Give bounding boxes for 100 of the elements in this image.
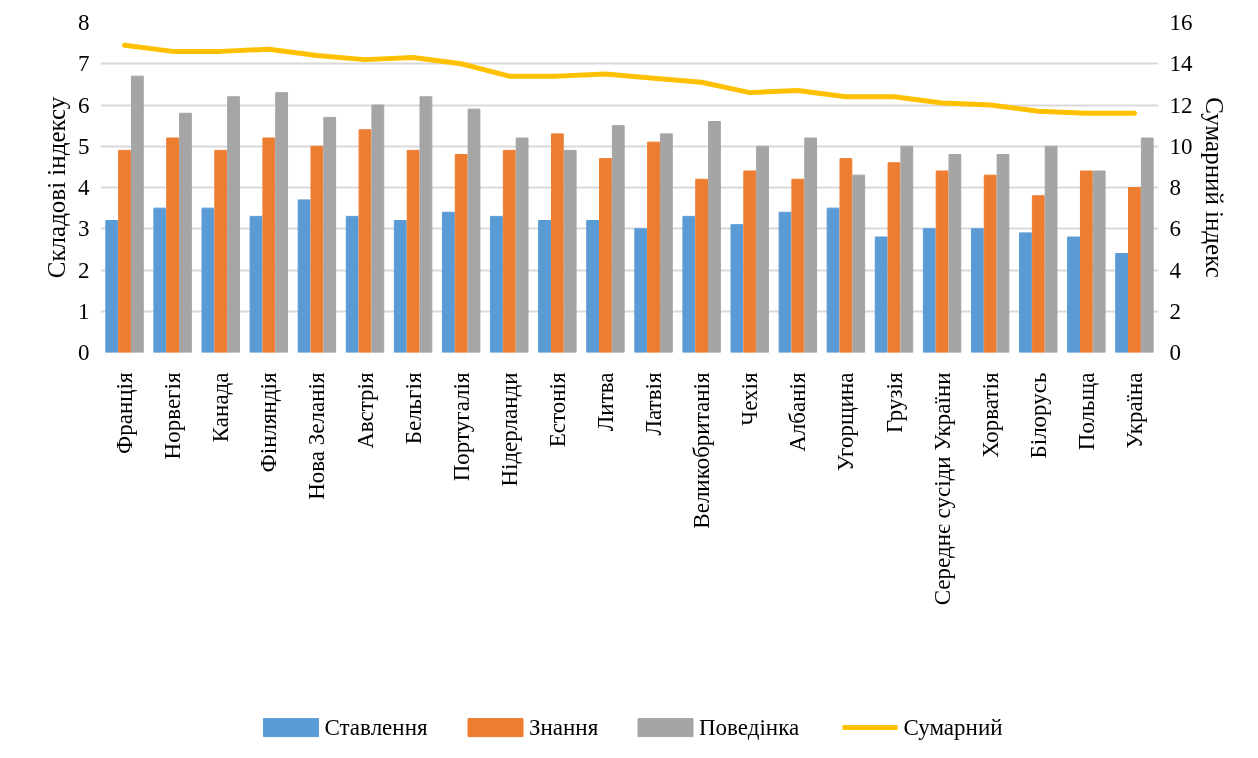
- x-tick-label: Португалія: [448, 372, 474, 482]
- bar: [756, 145, 769, 353]
- bar: [1044, 145, 1058, 353]
- bar: [201, 207, 215, 353]
- y-tick-label: 7: [78, 51, 90, 77]
- bar: [839, 158, 853, 353]
- bar: [358, 129, 372, 353]
- bar: [227, 96, 240, 353]
- bar: [804, 137, 818, 353]
- x-tick-label: Хорватія: [977, 372, 1003, 458]
- bar: [996, 154, 1010, 353]
- bar: [166, 137, 180, 353]
- y2-axis-title: Сумарний індекс: [1200, 97, 1228, 278]
- x-tick-label: Польща: [1073, 372, 1099, 451]
- bar: [695, 178, 709, 353]
- bar: [454, 154, 468, 353]
- bar: [130, 75, 144, 353]
- bar: [1092, 170, 1106, 353]
- y-tick-label: 8: [78, 10, 90, 35]
- bar: [419, 96, 433, 353]
- y-tick-label: 6: [78, 92, 90, 118]
- bar: [935, 170, 949, 353]
- x-tick-label: Латвія: [641, 372, 667, 436]
- legend-label: Ставлення: [324, 715, 428, 741]
- x-tick-label: Чехія: [737, 372, 763, 426]
- x-tick-label: Угорщина: [833, 372, 859, 472]
- y-axis-title: Складові індексу: [43, 96, 70, 279]
- bar: [105, 220, 119, 353]
- bar: [922, 228, 936, 353]
- bar: [611, 125, 625, 353]
- bar: [900, 145, 914, 353]
- bar: [887, 162, 901, 353]
- bar: [1019, 232, 1032, 353]
- x-tick-label: Середнє сусіди України: [929, 372, 955, 606]
- bar: [586, 220, 600, 353]
- bar: [275, 92, 289, 353]
- bar: [791, 178, 805, 353]
- x-tick-label: Естонія: [544, 372, 570, 448]
- bar: [406, 149, 420, 353]
- bar: [599, 158, 612, 353]
- bar: [502, 149, 516, 353]
- x-tick-label: Бельгія: [400, 372, 426, 445]
- bar: [550, 133, 564, 353]
- bar: [249, 215, 263, 353]
- legend-label: Поведінка: [699, 715, 800, 741]
- bar: [371, 104, 385, 353]
- legend-label: Знання: [529, 715, 599, 741]
- y-tick-label: 2: [78, 257, 90, 283]
- bar: [323, 116, 337, 353]
- bar: [730, 224, 744, 353]
- bar: [647, 141, 660, 353]
- bar: [682, 215, 696, 353]
- bar: [778, 211, 792, 353]
- bar: [1031, 195, 1045, 353]
- x-tick-label: Білорусь: [1025, 372, 1051, 459]
- x-tick-label: Франція: [112, 372, 138, 454]
- y-tick-label: 3: [78, 216, 90, 242]
- bar: [1128, 187, 1141, 353]
- x-tick-label: Норвегія: [160, 372, 186, 460]
- x-tick-label: Канада: [208, 372, 234, 443]
- y2-tick-label: 8: [1169, 175, 1181, 200]
- bar: [297, 199, 311, 353]
- y2-tick-label: 10: [1169, 133, 1193, 159]
- bar: [214, 149, 228, 353]
- x-tick-label: Фінляндія: [256, 372, 282, 473]
- bar: [563, 149, 577, 353]
- bar: [490, 215, 503, 353]
- y2-tick-label: 4: [1169, 257, 1182, 283]
- bar: [262, 137, 276, 353]
- bar: [153, 207, 167, 353]
- y2-tick-label: 12: [1169, 92, 1193, 118]
- bar: [634, 228, 648, 353]
- bar: [345, 215, 359, 353]
- bar: [1079, 170, 1093, 353]
- bar: [1115, 253, 1129, 353]
- y2-tick-label: 6: [1169, 216, 1181, 242]
- bar: [970, 228, 984, 353]
- bar: [179, 112, 192, 353]
- bar: [1067, 236, 1080, 353]
- bar: [118, 149, 131, 353]
- x-tick-label: Україна: [1121, 372, 1147, 449]
- bar: [852, 174, 866, 353]
- bar: [538, 220, 551, 353]
- bar: [983, 174, 997, 353]
- bar: [467, 108, 481, 353]
- x-tick-label: Литва: [592, 372, 618, 432]
- bar: [874, 236, 888, 353]
- y2-tick-label: 2: [1169, 298, 1181, 324]
- bar: [393, 220, 407, 353]
- y-tick-label: 5: [78, 133, 90, 159]
- bar: [515, 137, 529, 353]
- bar: [743, 170, 757, 353]
- x-tick-label: Албанія: [785, 372, 811, 452]
- x-tick-label: Нідерланди: [496, 372, 522, 487]
- bar: [310, 145, 324, 353]
- y-tick-label: 1: [78, 298, 90, 324]
- y-tick-label: 4: [78, 175, 90, 200]
- legend-label: Сумарний: [903, 715, 1003, 741]
- bar: [441, 211, 455, 353]
- x-tick-label: Грузія: [881, 372, 907, 434]
